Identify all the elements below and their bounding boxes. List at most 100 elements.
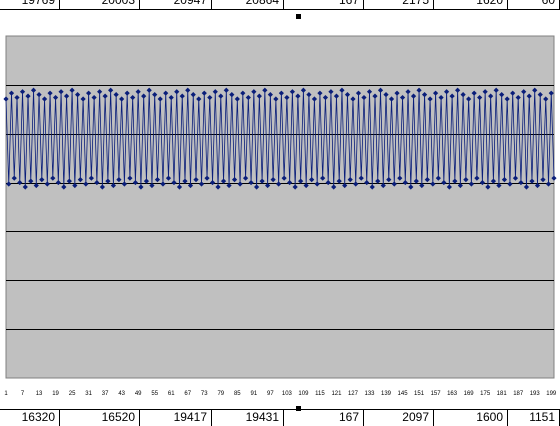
data-point [105,178,111,184]
x-tick-label: 163 [447,391,458,397]
data-point [231,177,238,183]
data-point [438,94,444,101]
data-point [44,181,50,187]
data-point [380,182,386,189]
data-point [176,184,183,190]
data-point [14,94,20,101]
data-point [424,177,430,183]
cell[interactable]: 20003 [60,0,140,9]
data-point [132,179,139,186]
x-tick-label: 127 [348,391,359,397]
data-point [295,93,301,99]
data-point [523,184,530,190]
data-point [154,177,161,183]
cell[interactable]: 1151 [508,410,560,426]
data-point [421,92,428,98]
data-point [259,178,265,184]
data-point [488,93,494,99]
data-point [463,177,469,183]
cell[interactable]: 19769 [0,0,60,9]
data-point [361,94,367,101]
data-point [320,175,326,181]
data-point [187,182,194,189]
x-tick-label: 169 [464,391,475,397]
cell[interactable]: 16320 [0,410,60,426]
data-point [119,96,125,102]
data-point [41,96,48,102]
data-point [303,182,309,189]
data-point [452,178,458,184]
data-point [537,92,543,98]
x-tick-label: 157 [431,391,442,397]
data-point [234,96,240,102]
data-point [52,94,59,101]
chart-area[interactable]: 1 7 13 19 25 31 37 43 49 55 61 67 73 79 85 91 97 103 109 11… [0,22,560,406]
data-point [331,184,337,190]
data-point [245,94,251,101]
data-point [61,184,67,190]
data-point [270,177,276,183]
cell[interactable]: 167 [284,410,364,426]
cell[interactable]: 19417 [140,410,212,426]
cell[interactable]: 60 [508,0,560,9]
chart-resize-handle-top[interactable] [296,14,301,19]
data-point [226,182,232,189]
x-tick-label: 109 [298,391,309,397]
data-point [3,96,9,102]
data-point [248,179,254,186]
data-point [482,89,488,95]
cell[interactable]: 20947 [140,0,212,9]
data-point [322,94,329,101]
cell[interactable]: 167 [284,0,364,9]
data-point [501,177,508,183]
data-point [182,178,188,184]
chart-resize-handle-bottom[interactable] [296,406,301,411]
data-point [485,184,491,190]
data-point [135,89,141,95]
cell[interactable]: 1600 [434,410,508,426]
data-point [383,92,389,98]
data-point [311,96,318,102]
x-tick-label: 115 [315,391,325,397]
data-point [163,90,169,96]
data-point [375,178,381,184]
data-point [543,96,549,102]
cell[interactable]: 2097 [364,410,434,426]
x-tick-label: 139 [381,391,392,397]
data-point [314,181,320,187]
x-tick-label: 37 [102,391,109,397]
data-point [355,90,362,96]
spreadsheet-row-top: 19769 20003 20947 20864 167 2175 1620 60 [0,0,560,10]
cell[interactable]: 19431 [212,410,284,426]
data-point [526,93,532,99]
cell[interactable]: 1620 [434,0,508,9]
data-point [328,89,334,95]
cell[interactable]: 16520 [60,410,140,426]
data-point [229,92,235,98]
data-point [80,96,86,102]
data-point [36,92,42,98]
cell[interactable]: 2175 [364,0,434,9]
data-point [253,184,260,190]
data-point [127,175,133,181]
data-point [510,90,516,96]
line-chart: 1 7 13 19 25 31 37 43 49 55 61 67 73 79 85 91 97 103 109 11… [3,35,557,397]
cell[interactable]: 20864 [212,0,284,9]
data-point [152,92,158,98]
data-point [262,87,268,93]
data-point [405,89,411,95]
data-point [507,181,513,187]
spreadsheet-row-bottom: 16320 16520 19417 19431 167 2097 1600 1151 [0,409,560,426]
data-point [298,178,304,184]
data-point [207,94,213,101]
data-point [72,182,78,189]
data-point [364,179,370,186]
data-point [449,93,455,99]
data-point [265,182,271,189]
x-tick-label: 151 [414,391,425,397]
data-point [33,182,39,189]
data-point [284,94,290,101]
x-tick-label: 145 [398,391,409,397]
data-point [86,90,92,96]
data-point [251,89,257,95]
